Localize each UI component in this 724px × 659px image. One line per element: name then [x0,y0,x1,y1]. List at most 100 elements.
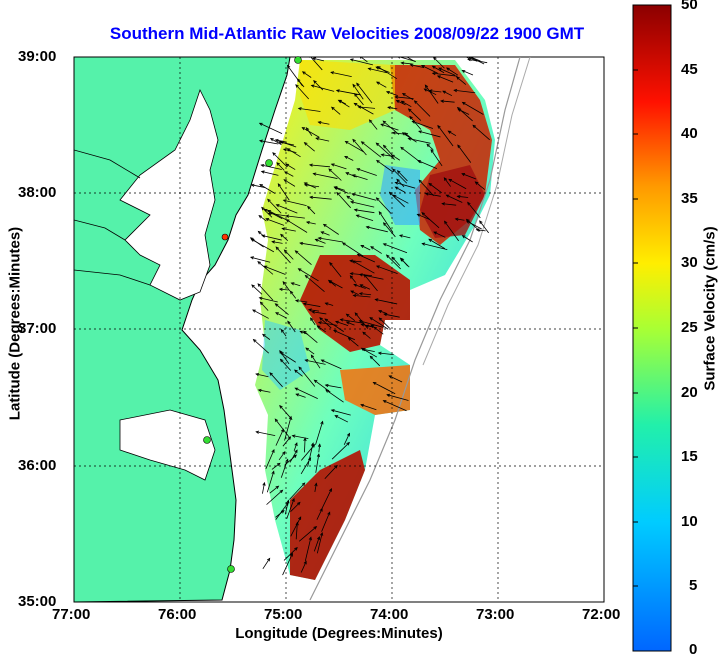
velocity-arrow-head [369,355,374,360]
velocity-arrow-head [362,331,366,336]
velocity-arrow [280,459,289,478]
velocity-arrow-head [335,89,340,93]
velocity-arrow-head [375,142,380,147]
colorbar-tick: 20 [681,384,698,401]
velocity-arrow-head [250,183,255,187]
velocity-arrow-head [336,191,340,196]
velocity-arrow-head [255,372,260,377]
velocity-arrow-head [302,302,307,306]
velocity-arrow [275,312,287,319]
velocity-arrow-head [277,183,282,187]
velocity-arrow-head [281,227,286,231]
velocity-arrow-head [279,404,283,409]
velocity-arrow [305,359,326,365]
velocity-arrow-head [257,230,262,235]
velocity-arrow [378,352,394,356]
velocity-arrow [444,221,459,242]
velocity-arrow-head [431,71,436,76]
velocity-arrow [317,325,326,333]
velocity-arrow-head [280,509,285,514]
velocity-arrow-head [378,211,383,215]
velocity-arrow-head [367,67,372,71]
velocity-arrow-head [298,516,302,521]
velocity-arrow-head [301,482,306,487]
velocity-arrow [251,284,263,295]
velocity-arrow-head [333,329,337,333]
velocity-arrow-head [255,430,260,434]
velocity-arrow-head [448,178,453,182]
velocity-arrow [316,532,323,554]
velocity-arrow-head [346,195,351,199]
velocity-arrow-head [285,219,290,223]
velocity-arrow-head [291,434,296,438]
y-tick-label: 38:00 [18,184,57,201]
velocity-arrow [454,89,476,94]
velocity-arrow-head [359,57,363,59]
velocity-arrow [316,508,323,520]
velocity-arrow-head [353,208,358,212]
velocity-arrow [333,329,356,341]
velocity-arrow-head [349,275,354,279]
velocity-arrow [400,147,422,164]
velocity-arrow-head [283,42,286,45]
velocity-arrow [402,132,417,143]
velocity-arrow-head [330,106,335,111]
velocity-arrow-head [402,54,405,56]
velocity-arrow [282,436,291,447]
velocity-arrow-head [350,200,354,204]
velocity-arrow [280,352,296,363]
velocity-arrow-head [404,132,409,136]
velocity-arrow-head [341,242,346,246]
velocity-arrow-head [433,231,438,235]
velocity-arrow [352,139,367,156]
velocity-arrow [340,319,365,324]
velocity-arrow-head [271,240,276,244]
velocity-arrow [336,90,361,96]
contour-line-2 [422,57,531,366]
velocity-arrow-head [304,274,309,279]
velocity-arrow-head [307,308,312,312]
velocity-arrow [338,99,347,105]
velocity-arrow [321,488,332,510]
velocity-arrow [282,553,293,576]
river [74,149,151,286]
velocity-arrow-head [258,139,263,143]
velocity-arrow [271,462,281,470]
velocity-arrow-head [287,436,292,440]
velocity-arrow [314,483,317,492]
velocity-arrow [311,354,321,369]
velocity-arrow-head [347,337,352,341]
velocity-arrow [380,123,399,131]
velocity-arrow-head [461,235,466,239]
velocity-arrow [318,444,321,453]
y-tick-label: 36:00 [18,457,57,474]
velocity-arrow-head [257,283,262,287]
velocity-arrow-head [472,124,477,129]
velocity-arrow-head [297,107,302,111]
velocity-arrow [399,235,411,239]
velocity-arrow-head [428,182,433,187]
velocity-arrow-head [442,90,446,94]
velocity-arrow [344,156,354,161]
velocity-arrow [442,203,457,206]
velocity-arrow [331,106,341,115]
velocity-arrow [376,81,387,88]
velocity-arrow [370,356,381,367]
velocity-arrow [360,245,371,251]
velocity-arrow-head [349,259,354,263]
velocity-arrow [302,127,320,138]
velocity-arrow [360,57,368,63]
velocity-arrow [361,141,382,158]
velocity-arrow-head [308,536,312,541]
velocity-arrow [371,324,384,335]
velocity-arrow [318,121,330,125]
velocity-arrow [428,183,442,194]
colorbar-tick: 10 [681,513,698,530]
velocity-arrow [448,130,457,137]
velocity-arrow-head [303,142,308,146]
velocity-arrow [259,140,279,145]
velocity-arrow-head [308,163,313,167]
velocity-arrow-head [346,441,350,446]
velocity-arrow [262,235,282,241]
velocity-arrow-head [305,347,310,351]
